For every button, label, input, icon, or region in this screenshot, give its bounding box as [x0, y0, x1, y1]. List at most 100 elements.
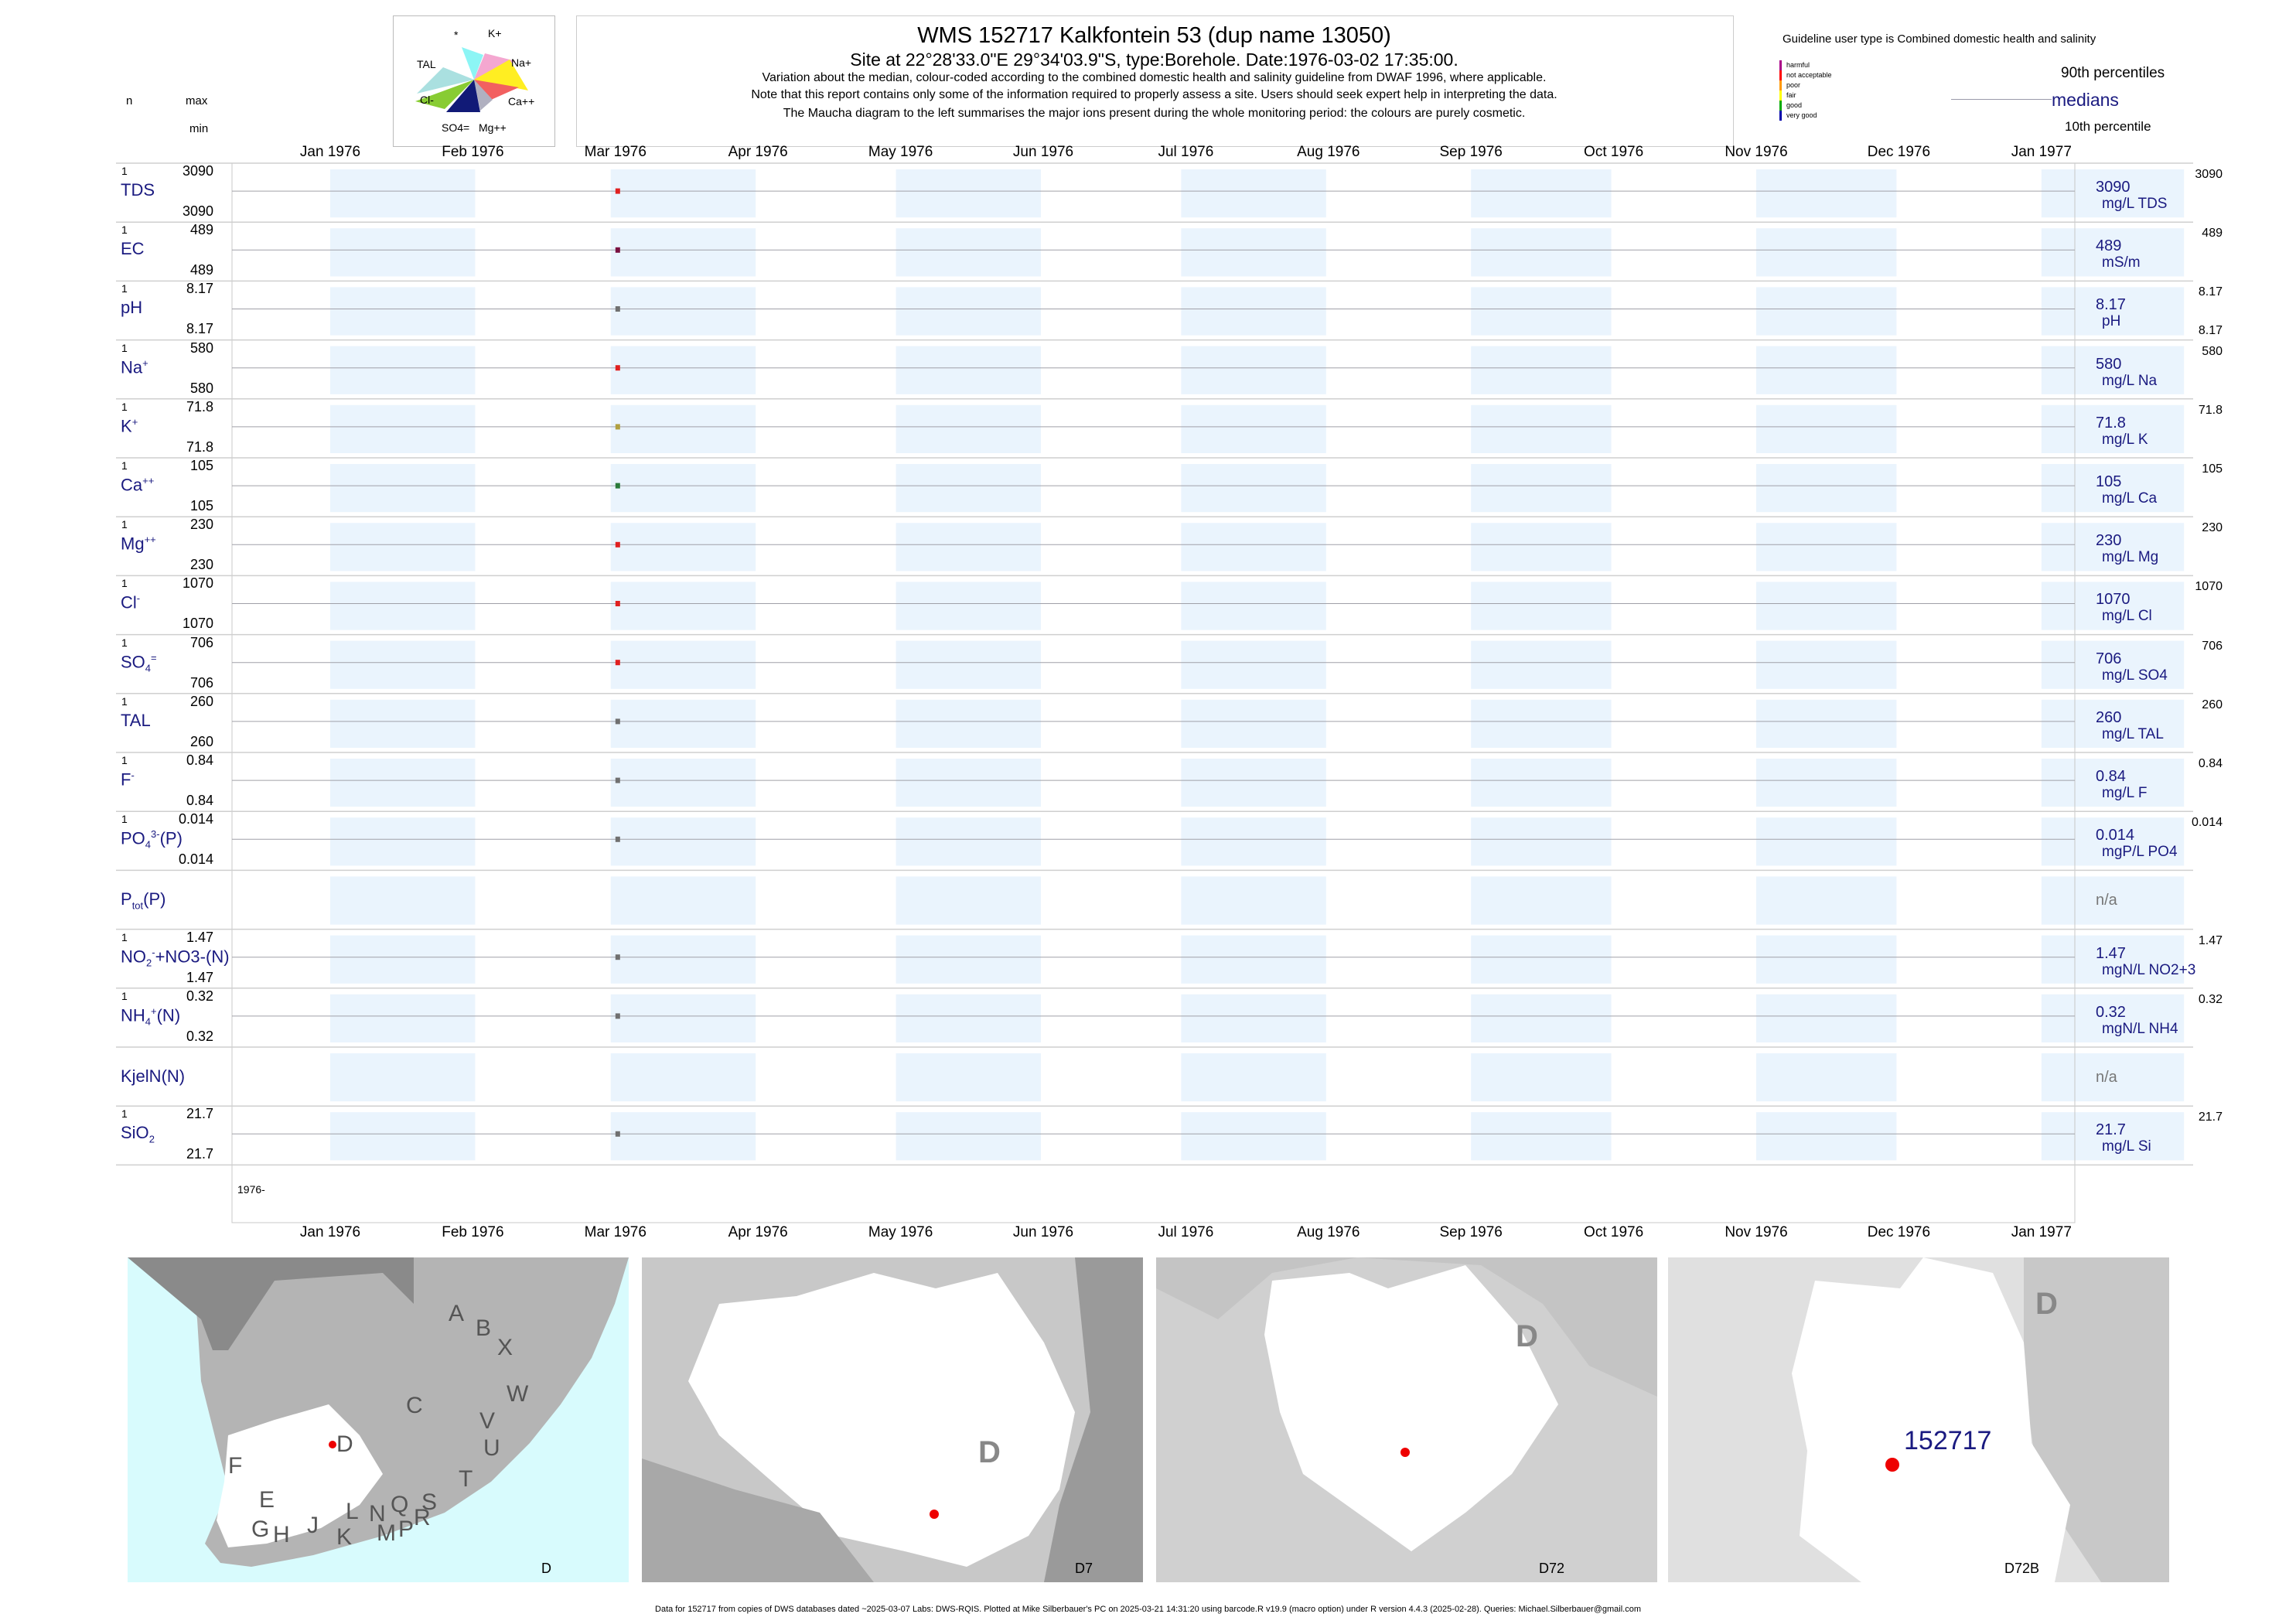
param-min-so: 706	[189, 674, 213, 691]
sample-mark-ca	[615, 483, 620, 489]
param-median-mg: 230	[2096, 532, 2122, 550]
param-min-na: 580	[189, 380, 213, 396]
month-label-bottom: Apr 1976	[728, 1224, 788, 1240]
param-min-ca: 105	[189, 498, 213, 513]
map-d72b-svg	[1668, 1257, 2169, 1582]
param-n-mg: 1	[121, 518, 128, 531]
map-region-letter: D	[336, 1431, 353, 1457]
month-label-top: Jan 1977	[2011, 144, 2072, 160]
sample-mark-ec	[615, 247, 620, 253]
param-name-cl: Cl-	[121, 592, 141, 612]
map-region-letter: M	[377, 1520, 396, 1546]
param-name-so: SO4=	[121, 651, 157, 674]
param-median-tal: 260	[2096, 708, 2122, 726]
month-band	[896, 287, 1041, 336]
legend-median-line	[1951, 99, 2052, 100]
month-band	[2041, 817, 2185, 866]
month-band	[1181, 817, 1326, 866]
month-band	[330, 228, 476, 277]
sample-mark-cl	[615, 601, 620, 606]
month-label-bottom: Mar 1976	[584, 1224, 646, 1240]
param-rmax-no: 1.47	[2198, 933, 2223, 947]
month-band	[330, 1112, 476, 1161]
map-d72-svg	[1156, 1257, 1657, 1582]
maucha-segment-cl	[415, 80, 474, 109]
header-max: max	[186, 94, 208, 107]
month-band	[330, 640, 476, 689]
param-unit-ec: mS/m	[2102, 254, 2141, 271]
param-rmax-ca: 105	[2202, 462, 2223, 476]
param-rmax-so: 706	[2202, 639, 2223, 653]
param-max-f: 0.84	[186, 752, 213, 768]
map-region-letter: X	[497, 1335, 513, 1360]
param-unit-so: mg/L SO4	[2102, 667, 2168, 684]
month-band	[1181, 287, 1326, 336]
month-band	[1181, 404, 1326, 453]
month-band	[1756, 169, 1897, 218]
param-n-f: 1	[121, 754, 128, 766]
maucha-svg	[415, 47, 528, 112]
param-min-tds: 3090	[182, 203, 213, 219]
month-band	[1756, 464, 1897, 513]
map-region-letter: Q	[391, 1492, 409, 1517]
param-min-mg: 230	[189, 557, 213, 573]
month-band	[2041, 404, 2185, 453]
legend-item-label: harmful	[1786, 61, 1810, 69]
month-band	[1181, 935, 1326, 984]
param-name-tds: TDS	[121, 180, 155, 200]
month-band	[1756, 523, 1897, 571]
param-min-k: 71.8	[186, 438, 213, 455]
note-line-1: Variation about the median, colour-coded…	[762, 71, 1547, 84]
param-max-tal: 260	[189, 693, 213, 709]
month-band	[896, 169, 1041, 218]
month-band	[330, 287, 476, 336]
param-name-po: PO43-(P)	[121, 828, 183, 851]
month-band	[330, 994, 476, 1042]
month-band	[330, 464, 476, 513]
param-n-tds: 1	[121, 165, 128, 177]
month-band	[1471, 287, 1612, 336]
maucha-segment-so4	[446, 80, 480, 112]
param-n-nh: 1	[121, 989, 128, 1002]
param-max-mg: 230	[189, 517, 213, 533]
month-band	[896, 404, 1041, 453]
map-region-letter: R	[414, 1505, 431, 1530]
param-rmax-k: 71.8	[2198, 403, 2223, 417]
param-min-nh: 0.32	[186, 1028, 213, 1044]
param-name-p: Ptot(P)	[121, 889, 166, 912]
month-label-top: Mar 1976	[584, 144, 646, 160]
chart-title: WMS 152717 Kalkfontein 53 (dup name 1305…	[917, 23, 1391, 48]
param-name-ph: pH	[121, 298, 143, 318]
legend-swatch	[1779, 111, 1782, 121]
param-median-ec: 489	[2096, 237, 2122, 255]
month-band	[330, 169, 476, 218]
map-d72b-big-letter: D	[2035, 1287, 2058, 1321]
site-subtitle: Site at 22°28'33.0"E 29°34'03.9"S, type:…	[850, 49, 1458, 70]
param-median-tds: 3090	[2096, 179, 2131, 196]
sample-mark-k	[615, 424, 620, 430]
month-band	[1471, 582, 1612, 630]
month-band	[1756, 1112, 1897, 1161]
month-band	[330, 1053, 476, 1102]
param-unit-no: mgN/L NO2+3	[2102, 961, 2196, 978]
param-min-ph: 8.17	[186, 321, 213, 337]
legend-swatch	[1779, 70, 1782, 80]
legend-item-label: poor	[1786, 81, 1801, 89]
param-max-ca: 105	[189, 458, 213, 473]
month-band	[330, 759, 476, 807]
month-band	[1756, 640, 1897, 689]
param-median-sio: 21.7	[2096, 1121, 2126, 1139]
sample-mark-so	[615, 660, 620, 666]
legend-item-label: very good	[1786, 111, 1817, 119]
legend-medians: medians	[2052, 90, 2119, 110]
month-band	[896, 699, 1041, 748]
map-label-d: D	[541, 1561, 551, 1576]
month-band	[1471, 759, 1612, 807]
month-band	[330, 582, 476, 630]
maucha-segment-ca	[474, 80, 519, 100]
param-rmin-ph: 8.17	[2198, 324, 2223, 338]
month-band	[330, 523, 476, 571]
maucha-label-so4: SO4=	[442, 121, 470, 134]
param-n-no: 1	[121, 930, 128, 943]
param-median-po: 0.014	[2096, 827, 2135, 844]
